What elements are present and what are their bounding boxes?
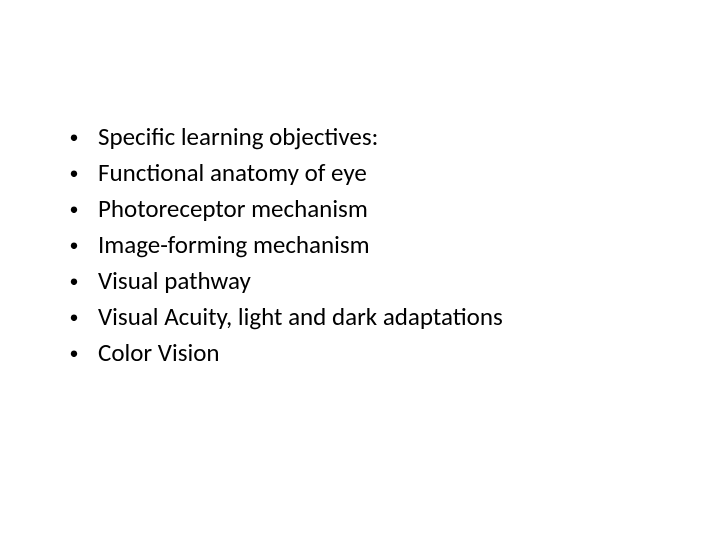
bullet-marker-icon: •: [50, 156, 98, 190]
list-item: • Visual pathway: [50, 264, 670, 298]
bullet-text: Specific learning objectives:: [98, 120, 378, 154]
list-item: • Photoreceptor mechanism: [50, 192, 670, 226]
list-item: • Specific learning objectives:: [50, 120, 670, 154]
list-item: • Image-forming mechanism: [50, 228, 670, 262]
bullet-text: Visual Acuity, light and dark adaptation…: [98, 300, 503, 334]
bullet-text: Photoreceptor mechanism: [98, 192, 368, 226]
list-item: • Functional anatomy of eye: [50, 156, 670, 190]
bullet-text: Image-forming mechanism: [98, 228, 370, 262]
bullet-marker-icon: •: [50, 264, 98, 298]
bullet-marker-icon: •: [50, 228, 98, 262]
bullet-list: • Specific learning objectives: • Functi…: [50, 120, 670, 370]
bullet-marker-icon: •: [50, 120, 98, 154]
bullet-text: Functional anatomy of eye: [98, 156, 367, 190]
bullet-marker-icon: •: [50, 192, 98, 226]
bullet-marker-icon: •: [50, 300, 98, 334]
list-item: • Visual Acuity, light and dark adaptati…: [50, 300, 670, 334]
slide-container: • Specific learning objectives: • Functi…: [0, 0, 720, 540]
bullet-text: Visual pathway: [98, 264, 251, 298]
bullet-text: Color Vision: [98, 336, 220, 370]
list-item: • Color Vision: [50, 336, 670, 370]
bullet-marker-icon: •: [50, 336, 98, 370]
